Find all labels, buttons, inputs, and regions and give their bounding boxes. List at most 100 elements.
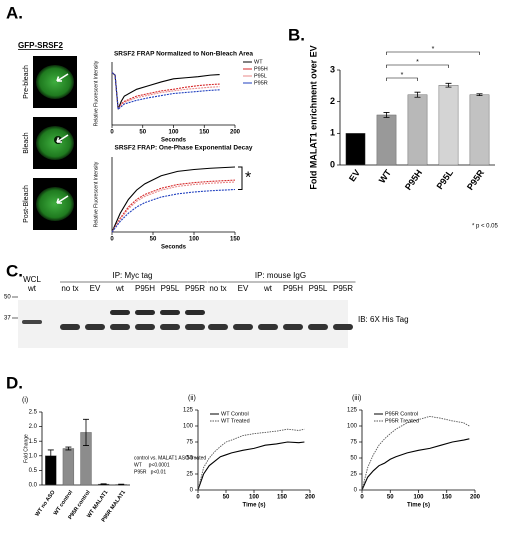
- panel-sublabel: (ii): [188, 395, 196, 402]
- y-tick-label: 25: [350, 472, 357, 478]
- x-tick-label: P95L: [435, 167, 456, 191]
- x-tick-label: 0: [110, 237, 114, 243]
- micrographs: [33, 56, 77, 230]
- y-tick-label: 125: [347, 408, 358, 414]
- y-tick-label: 75: [186, 440, 193, 446]
- y-tick-label: 100: [183, 424, 194, 430]
- bar: [376, 114, 397, 166]
- y-axis-label: Fold Change: [23, 434, 29, 463]
- y-tick-label: 50: [350, 456, 357, 462]
- band: [85, 324, 105, 330]
- legend-label: P95R Treated: [385, 418, 419, 424]
- band: [160, 310, 180, 315]
- x-axis-label: Time (s): [407, 503, 430, 509]
- y-tick-label: 0.0: [29, 483, 38, 489]
- y-tick-label: 0: [190, 488, 194, 494]
- error-bar: [100, 483, 107, 485]
- legend-label: WT Control: [221, 411, 249, 417]
- x-tick-label: 50: [223, 495, 230, 501]
- y-tick-label: 50: [186, 456, 193, 462]
- x-tick-label: 100: [189, 237, 200, 243]
- x-tick-label: 50: [150, 237, 157, 243]
- x-tick-label: 200: [305, 495, 316, 501]
- band: [185, 310, 205, 315]
- antibody-label: IB: 6X His Tag: [358, 315, 409, 324]
- band: [308, 324, 328, 330]
- band: [333, 324, 353, 330]
- x-tick-label: 100: [168, 130, 179, 136]
- series-line: [111, 72, 220, 110]
- annotation: * p < 0.05: [472, 224, 499, 230]
- marker-label: 50: [4, 295, 11, 301]
- lane-label: P95L: [309, 284, 328, 293]
- error-bar: [118, 483, 125, 486]
- x-axis-label: Seconds: [161, 138, 187, 144]
- series-line: [361, 415, 470, 491]
- error-bar: [476, 93, 483, 97]
- error-bar: [445, 82, 452, 88]
- x-tick-label: EV: [347, 168, 362, 184]
- error-bar: [83, 418, 89, 446]
- band: [258, 324, 278, 330]
- x-tick-label: 0: [196, 495, 200, 501]
- panel-sublabel: (iii): [352, 395, 361, 402]
- legend-label: P95H: [254, 66, 268, 72]
- chart-title: SRSF2 FRAP Normalized to Non-Bleach Area: [114, 51, 253, 58]
- wcl-label: WCL: [23, 275, 41, 284]
- micrograph-title: GFP-SRSF2: [18, 41, 63, 50]
- panel-label: D.: [6, 373, 23, 392]
- series-line: [361, 438, 470, 491]
- x-tick-label: 150: [277, 495, 288, 501]
- y-tick-label: 0: [354, 488, 358, 494]
- panel-label: C.: [6, 261, 23, 280]
- x-tick-label: 200: [470, 495, 481, 501]
- y-axis-label: Relative Fluorescent Intensity: [93, 60, 99, 126]
- x-tick-label: 0: [360, 495, 364, 501]
- y-axis-label: Fold MALAT1 enrichment over EV: [308, 45, 318, 189]
- panel-label: A.: [6, 3, 23, 22]
- band: [283, 324, 303, 330]
- frame-label: Bleach: [23, 132, 30, 154]
- band: [110, 310, 130, 315]
- x-tick-label: 0: [110, 130, 114, 136]
- lane-label: wt: [27, 284, 37, 293]
- bar: [407, 94, 428, 166]
- y-tick-label: 2: [330, 96, 335, 106]
- lane-label: P95H: [135, 284, 155, 293]
- error-bar: [47, 449, 54, 463]
- x-tick-label: 50: [139, 130, 146, 136]
- frame-label: Post-Bleach: [23, 185, 30, 223]
- band: [208, 324, 228, 330]
- error-bar: [414, 91, 421, 98]
- panel-label: B.: [288, 25, 305, 44]
- error-bar: [65, 446, 72, 451]
- lane-label: P95H: [283, 284, 303, 293]
- arrows: [56, 73, 69, 204]
- bar: [62, 448, 75, 486]
- band: [110, 324, 130, 330]
- series-line: [111, 179, 236, 233]
- chart-title: SRSF2 FRAP: One-Phase Exponential Decay: [115, 145, 253, 152]
- lane-label: P95L: [161, 284, 180, 293]
- y-axis-label: Relative Fluorescent Intensity: [93, 161, 99, 227]
- x-tick-label: 100: [249, 495, 260, 501]
- y-tick-label: 75: [350, 440, 357, 446]
- annotation: *: [245, 169, 251, 186]
- x-tick-label: WT: [377, 167, 394, 185]
- significance-bracket: [386, 77, 418, 81]
- lane-label: wt: [115, 284, 125, 293]
- legend-label: P95L: [254, 73, 267, 79]
- y-tick-label: 3: [330, 64, 335, 74]
- series-line: [197, 428, 305, 491]
- series-line: [111, 188, 236, 233]
- nucleus: [36, 187, 74, 221]
- legend-label: P95R Control: [385, 411, 418, 417]
- band: [160, 324, 180, 330]
- series-line: [111, 72, 220, 111]
- y-tick-label: 1: [330, 128, 335, 138]
- band: [135, 310, 155, 315]
- series-line: [111, 181, 236, 233]
- lane-label: P95R: [185, 284, 205, 293]
- significance-bracket: [386, 64, 449, 68]
- legend-label: WT: [254, 59, 263, 65]
